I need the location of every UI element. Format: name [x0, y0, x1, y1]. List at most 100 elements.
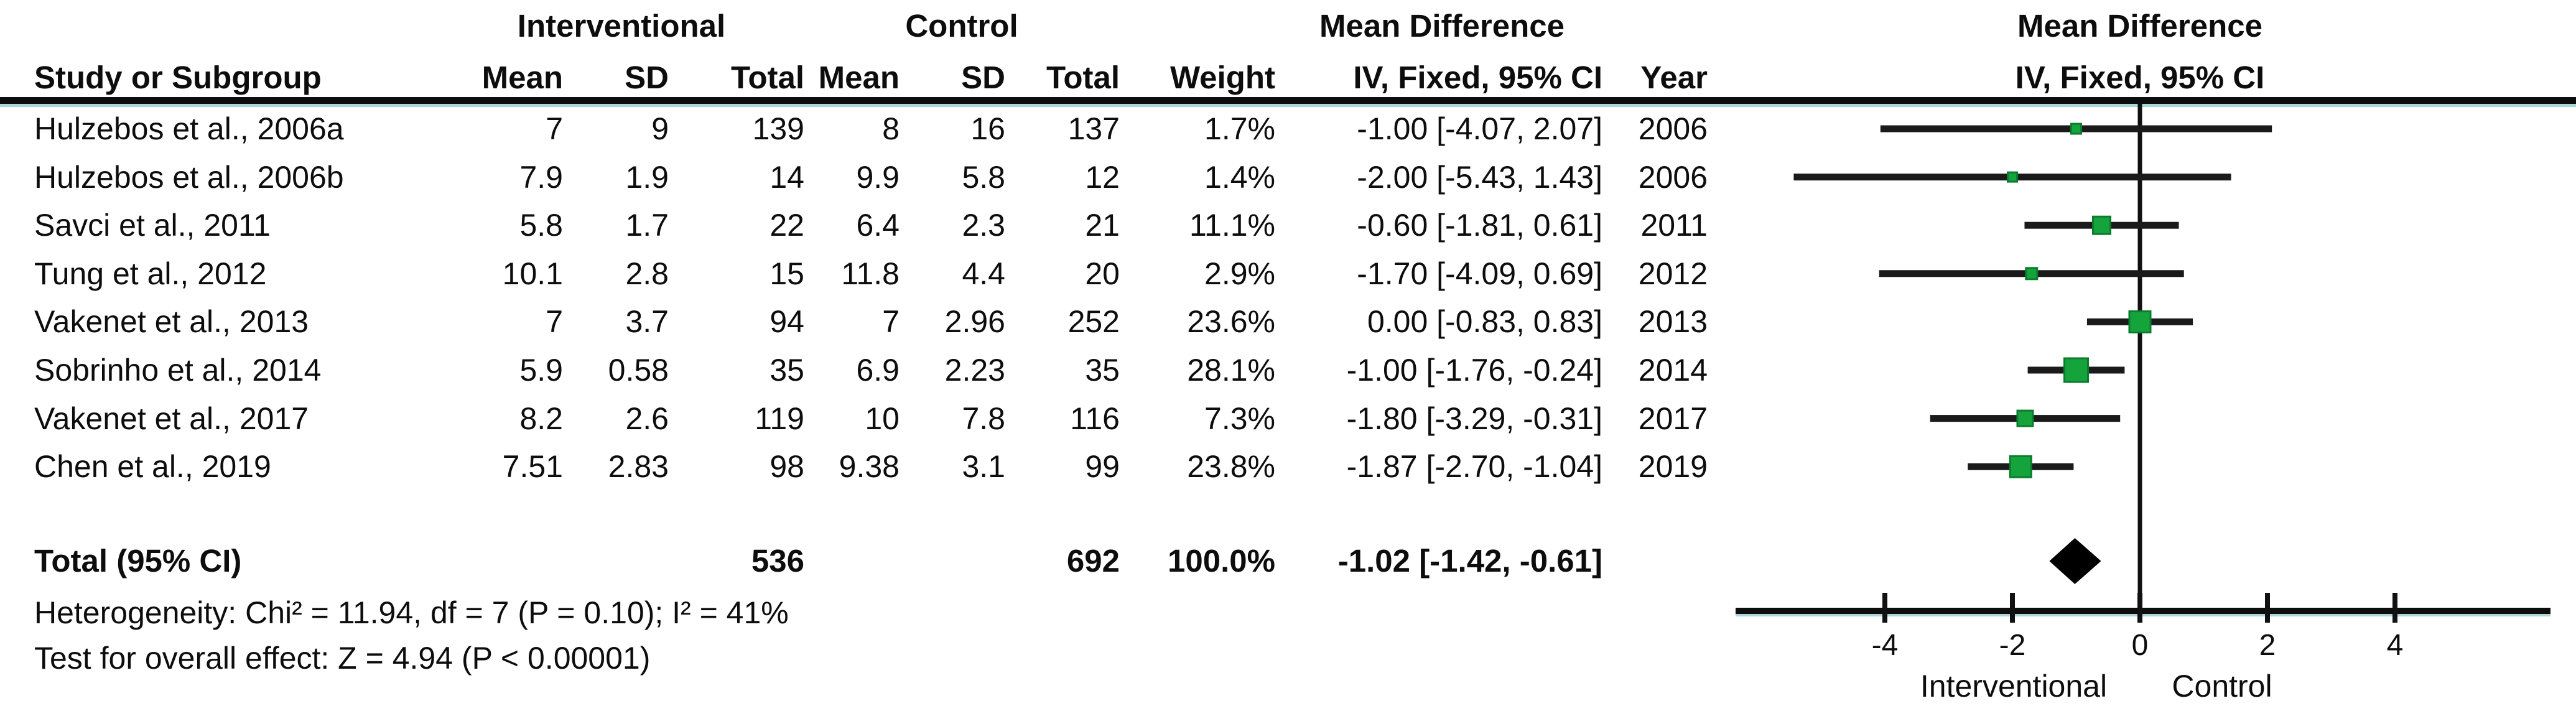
total-weight: 100.0%: [1168, 543, 1275, 579]
total-interventional-n: 536: [751, 543, 804, 579]
total-label: Total (95% CI): [34, 543, 242, 579]
study-i_mean: 5.9: [519, 353, 563, 388]
study-c_mean: 10: [865, 401, 900, 436]
study-c_total: 35: [1085, 353, 1120, 388]
study-c_total: 21: [1085, 208, 1120, 243]
study-c_total: 116: [1070, 401, 1120, 436]
study-ci_label: -1.87 [-2.70, -1.04]: [1346, 449, 1602, 485]
study-i_sd: 0.58: [608, 353, 669, 388]
study-year: 2013: [1638, 304, 1708, 340]
study-c_total: 137: [1067, 111, 1120, 146]
group-header-interventional: Interventional: [517, 8, 726, 44]
study-i_total: 22: [770, 208, 804, 243]
x-axis-tick: [2137, 593, 2142, 623]
study-weight: 1.4%: [1204, 159, 1275, 195]
x-axis-tick: [2010, 593, 2015, 623]
x-axis-tick: [2392, 593, 2397, 623]
study-weight: 11.1%: [1189, 208, 1275, 243]
study-c_sd: 4.4: [962, 256, 1005, 291]
effect-square: [2007, 171, 2018, 183]
study-c_mean: 9.9: [856, 159, 900, 195]
total-ci: -1.02 [-1.42, -0.61]: [1337, 543, 1602, 579]
study-study: Vakenet et al., 2013: [34, 304, 309, 340]
effect-square: [2070, 123, 2082, 135]
study-i_mean: 7: [546, 304, 563, 340]
study-year: 2017: [1638, 401, 1708, 436]
axis-favors-right-label: Control: [2172, 669, 2272, 704]
column-header-i_mean: Mean: [481, 60, 563, 95]
plot-title: Mean Difference: [2017, 8, 2262, 44]
effect-square: [2025, 267, 2039, 281]
study-c_sd: 16: [970, 111, 1005, 146]
study-ci_label: -0.60 [-1.81, 0.61]: [1357, 208, 1602, 243]
column-header-weight: Weight: [1169, 60, 1275, 95]
column-header-i_sd: SD: [625, 60, 669, 95]
study-i_total: 139: [752, 111, 804, 146]
x-axis-tick-label: -4: [1871, 629, 1899, 662]
study-i_total: 15: [770, 256, 804, 291]
effect-square: [2092, 215, 2111, 235]
study-i_total: 35: [770, 353, 804, 388]
study-c_total: 252: [1067, 304, 1120, 340]
study-study: Vakenet et al., 2017: [34, 401, 309, 436]
x-axis-tick: [1882, 593, 1887, 623]
study-year: 2006: [1638, 159, 1708, 195]
study-ci_label: -1.00 [-4.07, 2.07]: [1357, 111, 1602, 146]
x-axis-tint: [1736, 614, 2550, 616]
study-year: 2006: [1638, 111, 1708, 146]
study-weight: 1.7%: [1204, 111, 1275, 146]
column-header-c_sd: SD: [961, 60, 1005, 95]
study-c_mean: 9.38: [839, 449, 900, 485]
study-c_sd: 2.23: [944, 353, 1005, 388]
x-axis-tick-label: -2: [1999, 629, 2026, 662]
study-c_mean: 7: [882, 304, 900, 340]
study-year: 2011: [1640, 208, 1708, 243]
study-i_mean: 5.8: [519, 208, 563, 243]
study-c_mean: 6.9: [856, 353, 900, 388]
study-i_mean: 7.9: [519, 159, 563, 195]
study-i_mean: 8.2: [519, 401, 563, 436]
study-ci_label: -1.00 [-1.76, -0.24]: [1346, 353, 1602, 388]
study-i_total: 14: [770, 159, 804, 195]
column-header-i_total: Total: [730, 60, 804, 95]
effect-column-title: Mean Difference: [1319, 8, 1565, 44]
study-c_mean: 8: [882, 111, 900, 146]
study-weight: 7.3%: [1204, 401, 1275, 436]
study-i_mean: 7.51: [502, 449, 563, 485]
x-axis-tick-label: 4: [2386, 629, 2404, 662]
study-study: Chen et al., 2019: [34, 449, 271, 485]
study-c_sd: 3.1: [962, 449, 1005, 485]
effect-square: [2063, 357, 2089, 383]
study-study: Hulzebos et al., 2006b: [34, 159, 344, 195]
study-study: Tung et al., 2012: [34, 256, 267, 291]
plot-subtitle: IV, Fixed, 95% CI: [2015, 60, 2265, 95]
group-header-control: Control: [905, 8, 1018, 44]
effect-square: [2128, 310, 2152, 333]
zero-line: [2137, 104, 2142, 611]
study-i_sd: 1.9: [625, 159, 669, 195]
total-diamond: [2049, 538, 2101, 584]
heterogeneity-stats: Heterogeneity: Chi² = 11.94, df = 7 (P =…: [34, 595, 789, 630]
study-year: 2019: [1638, 449, 1708, 485]
study-c_total: 99: [1085, 449, 1120, 485]
study-study: Savci et al., 2011: [34, 208, 271, 243]
x-axis-tick: [2265, 593, 2270, 623]
study-c_mean: 6.4: [856, 208, 900, 243]
study-i_total: 94: [770, 304, 804, 340]
study-i_total: 119: [755, 401, 804, 436]
study-c_total: 12: [1085, 159, 1120, 195]
study-study: Hulzebos et al., 2006a: [34, 111, 344, 146]
study-weight: 2.9%: [1204, 256, 1275, 291]
study-year: 2012: [1638, 256, 1708, 291]
study-study: Sobrinho et al., 2014: [34, 353, 322, 388]
overall-effect-stats: Test for overall effect: Z = 4.94 (P < 0…: [34, 641, 651, 676]
column-header-c_total: Total: [1046, 60, 1120, 95]
study-i_mean: 10.1: [502, 256, 563, 291]
x-axis-line: [1736, 608, 2550, 614]
study-year: 2014: [1638, 353, 1708, 388]
effect-square: [2009, 455, 2032, 478]
study-ci_label: -2.00 [-5.43, 1.43]: [1357, 159, 1602, 195]
axis-favors-left-label: Interventional: [1920, 669, 2108, 704]
total-control-n: 692: [1066, 543, 1120, 579]
